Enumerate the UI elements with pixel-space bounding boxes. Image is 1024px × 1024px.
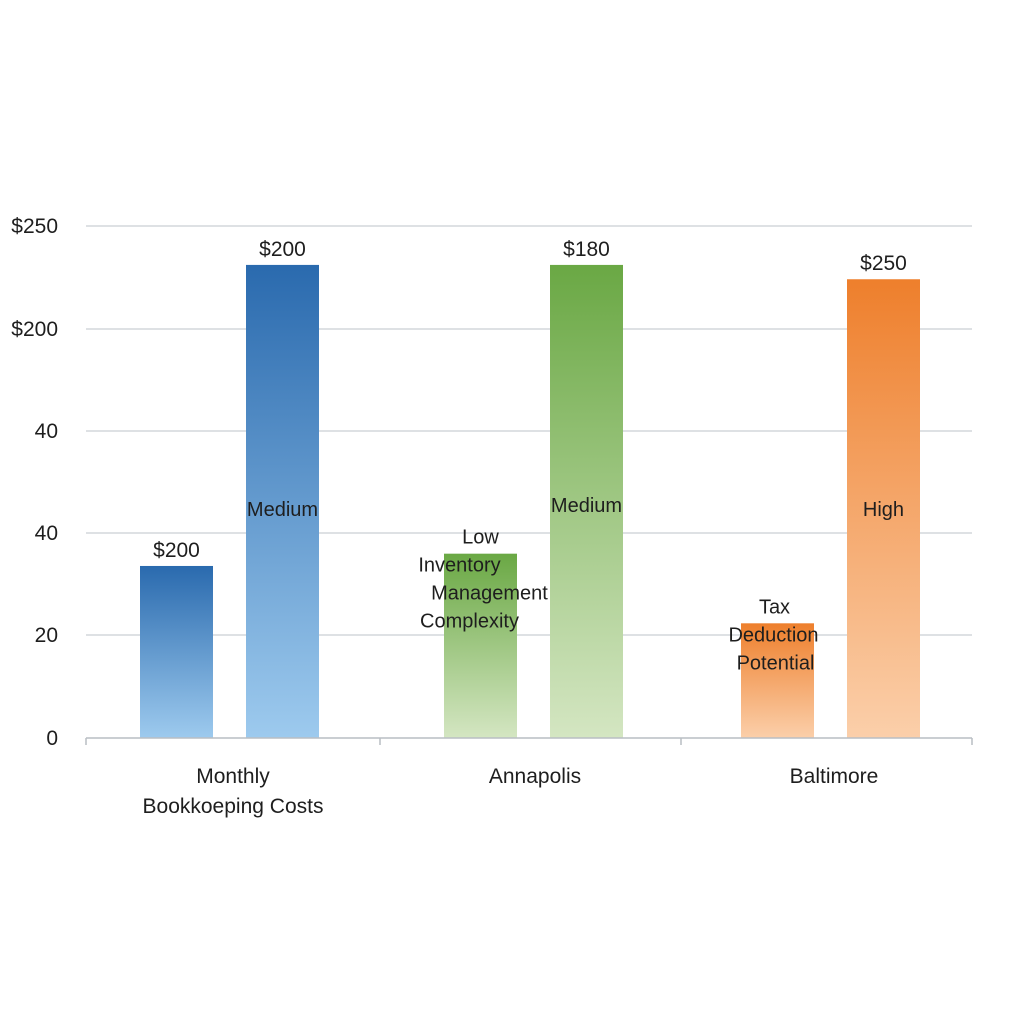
- bar-inside-label: High: [863, 499, 904, 521]
- x-category-label: Baltimore: [790, 765, 879, 788]
- labels: 0 20 40 40 $200 $250 $200 $200 Medium Monthly Book…: [11, 215, 907, 818]
- x-axis: [85, 737, 973, 745]
- bar: [444, 553, 517, 738]
- x-category-label: Bookkoeping Costs: [143, 795, 324, 818]
- bar: [741, 623, 814, 738]
- bar: [246, 264, 319, 738]
- bar-inside-label: Inventory: [418, 555, 500, 577]
- bar-inside-label: Complexity: [420, 611, 519, 633]
- bar: [847, 279, 920, 738]
- y-tick-label: 40: [35, 420, 58, 443]
- gridlines: [86, 225, 972, 636]
- y-tick-label: 20: [35, 624, 58, 647]
- y-tick-label: $200: [11, 318, 58, 341]
- bar-inside-label: Management: [431, 583, 548, 605]
- x-category-label: Annapolis: [489, 765, 581, 788]
- bar-value-label: $250: [860, 252, 907, 275]
- bar-inside-label: Medium: [247, 499, 318, 521]
- bar-inside-label: Deduction: [728, 624, 818, 646]
- x-category-label: Monthly: [196, 765, 270, 788]
- y-tick-label: 0: [46, 727, 58, 750]
- y-tick-label: 40: [35, 522, 58, 545]
- bars: [140, 264, 920, 738]
- bar-inside-label: Tax: [759, 596, 790, 618]
- bar-inside-label: Potential: [737, 652, 815, 674]
- y-tick-label: $250: [11, 215, 58, 238]
- bar-value-label: $200: [259, 238, 306, 261]
- bar: [140, 565, 213, 738]
- bar-inside-label: Medium: [551, 495, 622, 517]
- bar: [550, 264, 623, 738]
- bar-inside-label: Low: [462, 527, 499, 549]
- bar-value-label: $180: [563, 238, 610, 261]
- bar-value-label: $200: [153, 539, 200, 562]
